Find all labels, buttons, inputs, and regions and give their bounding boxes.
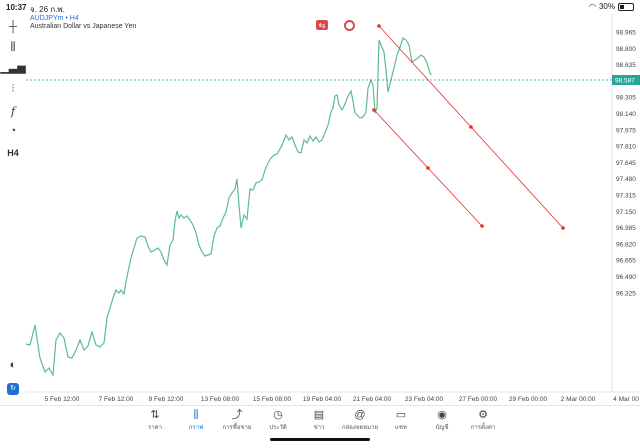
trendline-upper-anchor-end[interactable] [561, 226, 565, 230]
trendlines [372, 24, 565, 230]
function-icon[interactable]: f [10, 104, 16, 118]
trade-icon: ⤴ [231, 409, 243, 421]
time-axis: 5 Feb 12:00 7 Feb 12:00 9 Feb 12:00 13 Feb … [45, 396, 640, 403]
price-tick-label: 98.635 [616, 62, 636, 69]
price-chart[interactable]: 98.96598.80098.63598.47098.30598.14097.9… [0, 0, 640, 405]
status-date: จ. 26 ก.พ. [30, 5, 65, 14]
nav-item-news[interactable]: ▤ ข่าว [299, 408, 339, 432]
trendline-upper-anchor-start[interactable] [377, 24, 381, 28]
one-click-panel-icon[interactable]: ⇆ [316, 20, 328, 30]
shapes-icon[interactable]: ◔ [9, 125, 17, 137]
time-tick-label: 15 Feb 08:00 [253, 396, 292, 403]
home-indicator [270, 438, 370, 441]
price-tick-label: 97.480 [616, 176, 636, 183]
price-tick-label: 98.965 [616, 30, 636, 37]
time-tick-label: 7 Feb 12:00 [99, 396, 134, 403]
price-tick-label: 97.810 [616, 144, 636, 151]
trendline-lower-anchor-end[interactable] [480, 224, 484, 228]
nav-item-label: แชท [395, 425, 407, 431]
battery-percent: 30% [598, 2, 615, 11]
settings-icon: ⚙ [478, 409, 488, 421]
price-tick-label: 98.800 [616, 46, 636, 53]
account-icon: ◉ [437, 409, 447, 421]
nav-item-label: ข่าว [313, 425, 325, 431]
nav-item-label: การซื้อขาย [222, 425, 252, 431]
trendline-lower-anchor-mid[interactable] [426, 166, 430, 170]
chart-symbol: AUDJPYm • H4 [30, 15, 79, 22]
history-icon: ◷ [273, 409, 283, 421]
time-tick-label: 23 Feb 04:00 [405, 396, 444, 403]
nav-item-settings[interactable]: ⚙ การตั้งค่า [463, 408, 503, 432]
candles-icon[interactable]: ⫼ [10, 40, 16, 53]
time-tick-label: 27 Feb 00:00 [459, 396, 498, 403]
chat-icon: ▭ [395, 409, 407, 421]
nav-item-label: ราคา [148, 425, 162, 431]
nav-item-quotes[interactable]: ⇅ ราคา [135, 408, 175, 432]
time-tick-label: 2 Mar 00:00 [561, 396, 596, 403]
nav-item-label: กราฟ [188, 425, 204, 431]
drawing-toolbar: ┼ ⫼ ▁▃▅ ⫶ f ◔ H4 ◐ ↻ [0, 14, 26, 404]
time-tick-label: 29 Feb 00:00 [509, 396, 548, 403]
quotes-icon: ⇅ [150, 409, 160, 421]
price-tick-label: 96.325 [616, 290, 636, 297]
nav-item-mailbox[interactable]: @ กล่องจดหมาย [340, 408, 380, 432]
trendline-lower-anchor-start[interactable] [372, 108, 376, 112]
nav-item-chart[interactable]: ⫼ กราฟ [176, 408, 216, 432]
nav-item-trade[interactable]: ⤴ การซื้อขาย [217, 408, 257, 432]
status-bar: 10:37 จ. 26 ก.พ. ◠ 30% [0, 0, 640, 14]
time-tick-label: 21 Feb 04:00 [353, 396, 392, 403]
price-tick-label: 98.305 [616, 95, 636, 102]
mailbox-icon: @ [354, 409, 366, 421]
wifi-icon: ◠ [589, 2, 596, 11]
chart-description: Australian Dollar vs Japanese Yen [30, 23, 137, 30]
bars-icon[interactable]: ▁▃▅ [0, 61, 26, 74]
current-price-label: 98.587 [615, 78, 635, 85]
nav-item-label: ประวัติ [269, 425, 287, 431]
nav-item-label: การตั้งค่า [470, 425, 496, 431]
time-tick-label: 9 Feb 12:00 [149, 396, 184, 403]
news-icon: ▤ [313, 409, 325, 421]
price-axis: 98.96598.80098.63598.47098.30598.14097.9… [26, 14, 640, 393]
price-tick-label: 97.975 [616, 127, 636, 134]
price-tick-label: 96.985 [616, 225, 636, 232]
price-tick-label: 97.645 [616, 160, 636, 167]
nav-item-history[interactable]: ◷ ประวัติ [258, 408, 298, 432]
price-tick-label: 98.140 [616, 111, 636, 118]
current-price-badge [612, 75, 640, 85]
time-tick-label: 5 Feb 12:00 [45, 396, 80, 403]
timeframe-button[interactable]: H4 [7, 148, 19, 158]
price-series-line [25, 37, 432, 377]
chart-icon: ⫼ [193, 409, 199, 421]
crosshair-icon[interactable]: ┼ [9, 21, 17, 33]
signal-icon[interactable] [344, 20, 355, 31]
time-tick-label: 13 Feb 08:00 [201, 396, 240, 403]
time-tick-label: 4 Mar 00 [613, 396, 639, 403]
nav-item-chat[interactable]: ▭ แชท [381, 408, 421, 432]
trade-level-icon[interactable]: ◐ [9, 359, 17, 371]
nav-item-label: บัญชี [435, 425, 449, 431]
nav-item-account[interactable]: ◉ บัญชี [422, 408, 462, 432]
bottom-navigation: ⇅ ราคา ⫼ กราฟ ⤴ การซื้อขาย ◷ ประวัติ ▤ ข่าว @ กล่อง… [0, 405, 640, 448]
price-tick-label: 96.490 [616, 274, 636, 281]
price-tick-label: 96.820 [616, 241, 636, 248]
time-tick-label: 19 Feb 04:00 [303, 396, 342, 403]
nav-item-label: กล่องจดหมาย [341, 425, 379, 431]
price-tick-label: 96.655 [616, 258, 636, 265]
one-click-trading-icon[interactable]: ↻ [4, 380, 22, 398]
price-tick-label: 97.150 [616, 209, 636, 216]
status-time: 10:37 [6, 3, 27, 12]
price-tick-label: 97.315 [616, 193, 636, 200]
trendline-upper-anchor-mid[interactable] [469, 125, 473, 129]
battery-icon [618, 2, 634, 11]
indicators-icon[interactable]: ⫶ [11, 82, 15, 95]
